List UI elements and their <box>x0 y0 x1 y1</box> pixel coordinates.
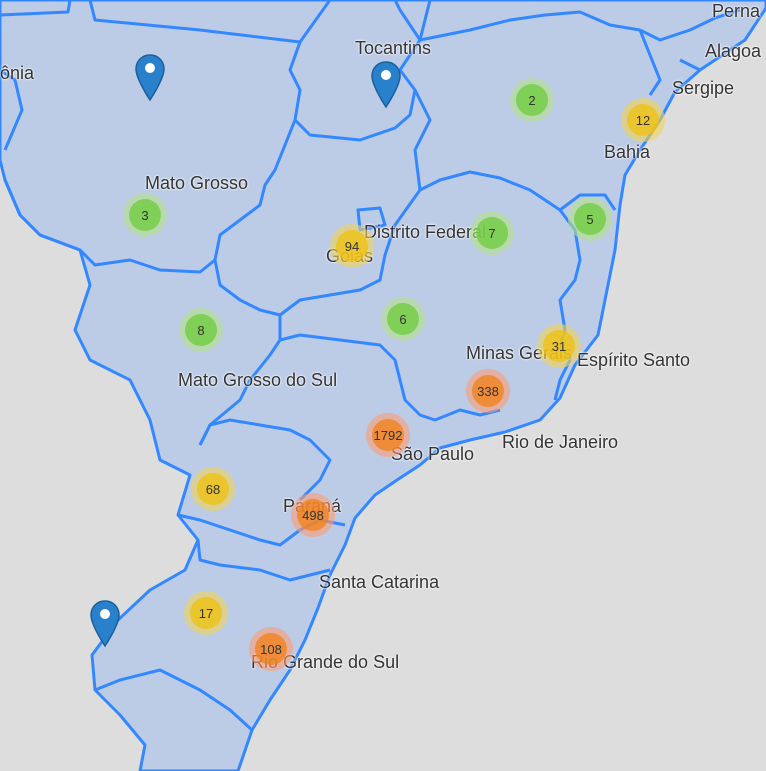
border-line <box>639 8 741 42</box>
border-line <box>0 68 24 151</box>
state-label-rio-de-janeiro: Rio de Janeiro <box>502 432 619 452</box>
cluster-count: 1792 <box>372 419 404 451</box>
border-line <box>94 668 254 732</box>
border-line <box>413 89 432 191</box>
border-line <box>3 119 297 274</box>
map-pin-icon[interactable] <box>90 600 120 648</box>
border-line <box>356 206 387 232</box>
border-line <box>638 29 662 96</box>
cluster-count: 338 <box>472 375 504 407</box>
marker-cluster[interactable]: 17 <box>184 591 228 635</box>
marker-cluster[interactable]: 6 <box>381 297 425 341</box>
border-line <box>418 0 641 42</box>
marker-cluster[interactable]: 338 <box>466 369 510 413</box>
state-label-sergipe: Sergipe <box>672 78 735 98</box>
cluster-count: 108 <box>255 633 287 665</box>
marker-cluster[interactable]: 3 <box>123 193 167 237</box>
state-label-alagoas: Alagoa <box>705 41 762 61</box>
border-line <box>196 539 331 582</box>
cluster-count: 498 <box>297 499 329 531</box>
border-line <box>279 333 501 422</box>
border-line <box>679 58 701 72</box>
border-line <box>88 0 332 44</box>
marker-cluster[interactable]: 8 <box>179 308 223 352</box>
cluster-count: 17 <box>190 597 222 629</box>
border-line <box>0 0 72 17</box>
cluster-count: 5 <box>574 203 606 235</box>
cluster-count: 12 <box>627 104 659 136</box>
cluster-count: 94 <box>336 230 368 262</box>
state-label-pernambuco: Perna <box>712 1 761 21</box>
marker-cluster[interactable]: 94 <box>330 224 374 268</box>
state-label-mato-grosso: Mato Grosso <box>145 173 249 193</box>
marker-cluster[interactable]: 5 <box>568 197 612 241</box>
state-label-rondonia: ônia <box>0 63 35 83</box>
cluster-count: 68 <box>197 473 229 505</box>
state-label-espirito-santo: Espírito Santo <box>577 350 691 370</box>
border-line <box>419 170 617 212</box>
marker-cluster[interactable]: 31 <box>537 324 581 368</box>
marker-cluster[interactable]: 108 <box>249 627 293 671</box>
cluster-count: 3 <box>129 199 161 231</box>
state-label-mato-grosso-do-sul: Mato Grosso do Sul <box>178 370 338 390</box>
cluster-count: 31 <box>543 330 575 362</box>
state-label-santa-catarina: Santa Catarina <box>319 572 440 592</box>
map-pin-icon[interactable] <box>371 61 401 109</box>
marker-cluster[interactable]: 1792 <box>366 413 410 457</box>
border-line <box>198 418 332 502</box>
marker-cluster[interactable]: 2 <box>510 78 554 122</box>
state-label-sao-paulo: São Paulo <box>391 444 475 464</box>
border-line <box>213 189 422 317</box>
marker-cluster[interactable]: 498 <box>291 493 335 537</box>
state-label-bahia: Bahia <box>604 142 651 162</box>
marker-cluster[interactable]: 12 <box>621 98 665 142</box>
state-label-tocantins: Tocantins <box>355 38 432 58</box>
cluster-count: 8 <box>185 314 217 346</box>
cluster-count: 2 <box>516 84 548 116</box>
map-pin-icon[interactable] <box>135 54 165 102</box>
cluster-count: 6 <box>387 303 419 335</box>
marker-cluster[interactable]: 68 <box>191 467 235 511</box>
marker-cluster[interactable]: 7 <box>470 211 514 255</box>
cluster-count: 7 <box>476 217 508 249</box>
state-label-distrito-federal: Distrito Federal <box>364 222 487 242</box>
